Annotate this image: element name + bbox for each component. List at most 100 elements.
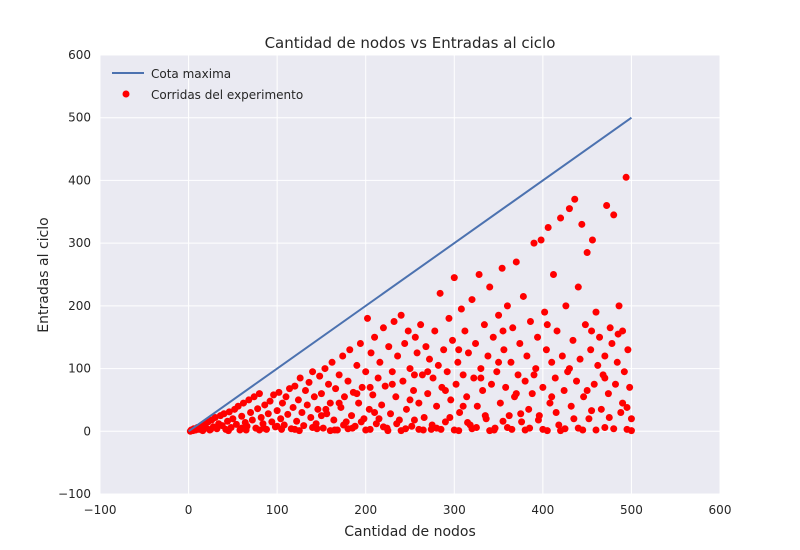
- data-point: [401, 339, 409, 347]
- data-point: [433, 402, 441, 410]
- data-point: [328, 358, 336, 366]
- data-point: [332, 385, 340, 393]
- data-point: [530, 371, 538, 379]
- x-tick-label: −100: [84, 503, 117, 517]
- data-point: [296, 374, 304, 382]
- data-point: [325, 380, 333, 388]
- y-tick-label: 0: [83, 424, 91, 438]
- data-point: [459, 402, 467, 410]
- data-point: [344, 377, 352, 385]
- legend-label-line: Cota maxima: [151, 67, 231, 81]
- data-point: [447, 396, 455, 404]
- data-point: [362, 368, 370, 376]
- data-point: [627, 415, 635, 423]
- data-point: [286, 385, 294, 393]
- data-point: [238, 412, 246, 420]
- data-point: [388, 368, 396, 376]
- data-point: [601, 352, 609, 360]
- data-point: [282, 393, 290, 401]
- data-point: [393, 420, 401, 428]
- data-point: [313, 425, 321, 433]
- data-point: [596, 333, 604, 341]
- data-point: [431, 327, 439, 335]
- data-point: [541, 308, 549, 316]
- data-point: [542, 346, 550, 354]
- data-point: [289, 403, 297, 411]
- data-point: [305, 378, 313, 386]
- x-tick-label: 400: [531, 503, 554, 517]
- data-point: [624, 346, 632, 354]
- data-point: [514, 371, 522, 379]
- data-point: [309, 368, 317, 376]
- x-tick-labels: −100 0 100 200 300 400 500 600: [84, 503, 732, 517]
- data-point: [390, 318, 398, 326]
- data-point: [525, 405, 533, 413]
- series-layer: [186, 116, 635, 435]
- data-point: [348, 412, 356, 420]
- data-point: [248, 416, 256, 424]
- data-point: [464, 349, 472, 357]
- data-point: [608, 339, 616, 347]
- data-point: [610, 425, 618, 433]
- data-point: [310, 393, 318, 401]
- data-point: [539, 383, 547, 391]
- data-point: [590, 380, 598, 388]
- data-point: [620, 368, 628, 376]
- data-point: [440, 346, 448, 354]
- data-point: [330, 416, 338, 424]
- data-point: [366, 383, 374, 391]
- data-point: [587, 346, 595, 354]
- data-point: [358, 383, 366, 391]
- data-point: [301, 387, 309, 395]
- data-point: [406, 396, 414, 404]
- data-point: [594, 361, 602, 369]
- data-point: [477, 374, 485, 382]
- data-point: [579, 426, 587, 434]
- data-point: [498, 264, 506, 272]
- data-point: [404, 327, 412, 335]
- data-point: [273, 407, 281, 415]
- data-point: [544, 223, 552, 231]
- data-point: [613, 358, 621, 366]
- data-point: [565, 365, 573, 373]
- data-point: [457, 305, 465, 313]
- data-point: [475, 271, 483, 278]
- data-point: [335, 399, 343, 407]
- data-point: [294, 396, 302, 404]
- data-point: [220, 410, 228, 418]
- y-tick-label: 400: [68, 173, 91, 187]
- data-point: [503, 302, 511, 310]
- data-point: [614, 330, 622, 338]
- data-point: [571, 195, 579, 203]
- data-point: [257, 413, 265, 421]
- data-point: [397, 311, 405, 319]
- data-point: [392, 393, 400, 401]
- data-point: [356, 339, 364, 347]
- data-point: [375, 415, 383, 423]
- data-point: [502, 383, 510, 391]
- data-point: [555, 421, 563, 429]
- data-point: [622, 173, 630, 181]
- data-point: [512, 390, 520, 398]
- data-point: [434, 361, 442, 369]
- data-point: [224, 417, 232, 425]
- data-point: [546, 399, 554, 407]
- data-point: [521, 377, 529, 385]
- data-point: [319, 424, 327, 432]
- data-point: [512, 258, 520, 266]
- data-point: [507, 358, 515, 366]
- data-point: [548, 393, 556, 401]
- data-point: [548, 358, 556, 366]
- data-point: [490, 426, 498, 434]
- data-point: [487, 380, 495, 388]
- data-point: [446, 413, 454, 421]
- data-point: [517, 410, 525, 418]
- data-point: [387, 410, 395, 418]
- data-point: [371, 408, 379, 416]
- data-point: [291, 382, 299, 390]
- data-point: [480, 321, 488, 329]
- data-point: [428, 421, 436, 429]
- data-point: [419, 426, 427, 434]
- data-point: [588, 327, 596, 335]
- data-point: [365, 405, 373, 413]
